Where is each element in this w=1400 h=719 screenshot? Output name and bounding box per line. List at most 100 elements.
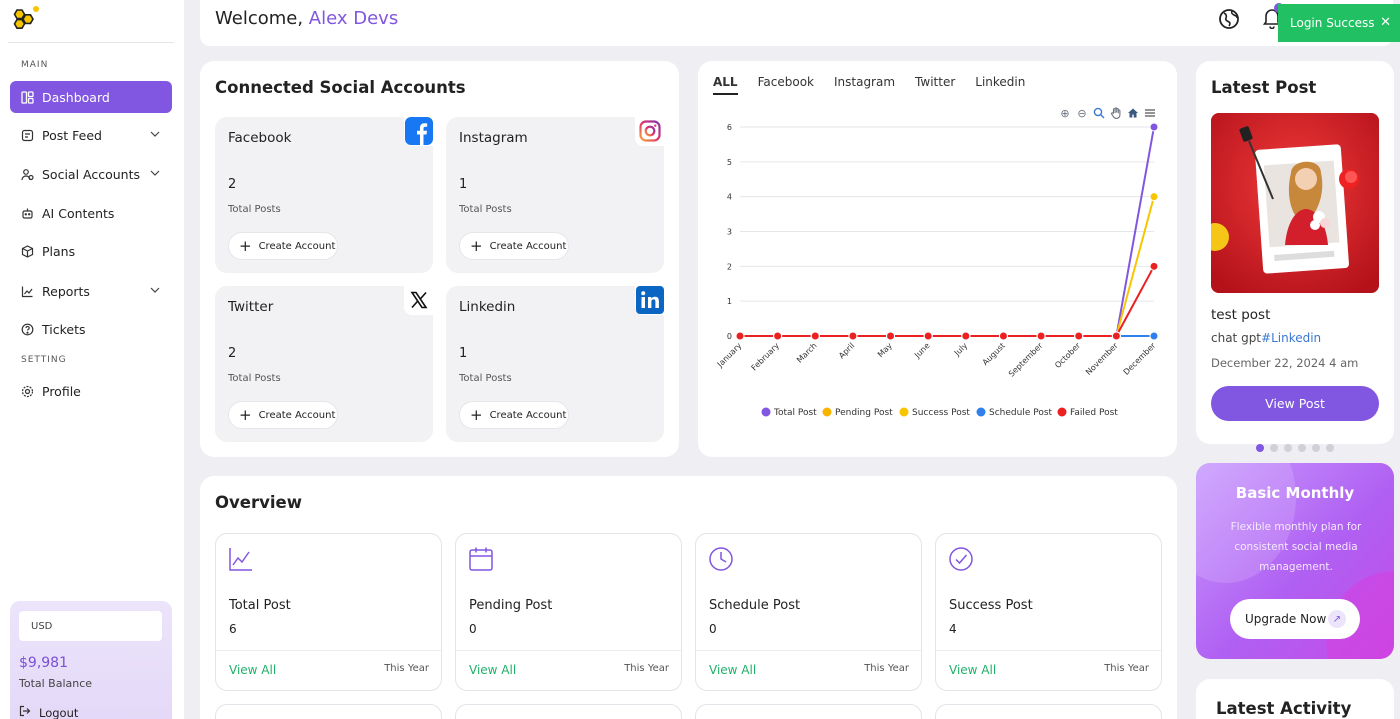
sidebar-item-label: Reports (42, 283, 90, 299)
tab-all[interactable]: ALL (713, 75, 738, 95)
tab-linkedin[interactable]: Linkedin (975, 75, 1026, 89)
divider (696, 650, 921, 651)
account-post-label: Total Posts (228, 204, 281, 215)
overview-card-total-post: Total Post 6 View All This Year (215, 533, 442, 691)
data-point (998, 331, 1008, 341)
currency-select[interactable]: USD (19, 611, 162, 641)
close-icon[interactable]: ✕ (1380, 15, 1391, 30)
legend-label: Schedule Post (989, 408, 1053, 418)
overview-item-value: 6 (229, 622, 237, 636)
arrow-up-right-icon: ↗ (1328, 610, 1346, 628)
help-icon (20, 322, 34, 336)
sidebar-item-post-feed[interactable]: Post Feed (10, 119, 172, 151)
post-date: December 22, 2024 4 am (1211, 356, 1359, 370)
magnify-icon[interactable] (1092, 106, 1106, 120)
chart-toolbar: ⊕ ⊖ (1058, 106, 1157, 120)
sidebar-item-dashboard[interactable]: Dashboard (10, 81, 172, 113)
overview-item-value: 0 (469, 622, 477, 636)
sidebar-item-ai-contents[interactable]: AI Contents (10, 197, 172, 229)
post-hashtag[interactable]: #Linkedin (1261, 331, 1322, 345)
menu-icon[interactable] (1143, 106, 1157, 120)
overview-card-schedule-post: Schedule Post 0 View All This Year (695, 533, 922, 691)
y-tick-label: 1 (727, 297, 732, 306)
zoom-in-icon[interactable]: ⊕ (1060, 106, 1070, 120)
x-tick-label: March (795, 341, 819, 365)
latest-post-title: Latest Post (1211, 78, 1317, 97)
plus-icon: + (470, 406, 483, 424)
robot-icon (20, 206, 34, 220)
plus-icon: + (470, 237, 483, 255)
account-post-count: 2 (228, 177, 237, 192)
create-account-button[interactable]: + Create Account (459, 232, 569, 260)
overview-item-title: Success Post (949, 598, 1033, 613)
logo-icon[interactable] (8, 4, 40, 36)
legend-label: Total Post (773, 408, 817, 418)
sidebar-item-label: Social Accounts (42, 166, 141, 182)
logout-button[interactable]: Logout (19, 705, 78, 719)
carousel-dot[interactable] (1270, 444, 1278, 452)
legend-label: Pending Post (835, 408, 893, 418)
overview-card-success-post: Success Post 4 View All This Year (935, 533, 1162, 691)
account-post-count: 1 (459, 346, 468, 361)
upgrade-now-button[interactable]: Upgrade Now ↗ (1230, 599, 1360, 639)
view-post-button[interactable]: View Post (1211, 386, 1379, 421)
overview-period: This Year (864, 663, 909, 674)
legend-marker (761, 407, 771, 417)
logout-label: Logout (39, 705, 79, 719)
pan-hand-icon[interactable] (1109, 106, 1123, 120)
tab-twitter[interactable]: Twitter (915, 75, 956, 89)
overview-item-title: Total Post (229, 598, 291, 613)
create-account-button[interactable]: + Create Account (228, 401, 338, 429)
sidebar-item-plans[interactable]: Plans (10, 235, 172, 267)
line-chart-icon (229, 548, 252, 571)
data-point (1149, 331, 1159, 341)
view-all-link[interactable]: View All (229, 663, 277, 677)
tab-instagram[interactable]: Instagram (833, 75, 896, 89)
divider (936, 650, 1161, 651)
sidebar-item-social-accounts[interactable]: Social Accounts (10, 158, 172, 190)
welcome-text: Welcome, (215, 8, 304, 29)
sidebar-item-reports[interactable]: Reports (10, 275, 172, 307)
plus-icon: + (239, 406, 252, 424)
x-tick-label: February (750, 341, 782, 373)
create-account-label: Create Account (489, 240, 567, 252)
clock-icon (709, 547, 733, 571)
users-icon (20, 167, 34, 181)
data-point (848, 331, 858, 341)
section-label-setting: SETTING (21, 355, 67, 365)
overview-card-next (215, 704, 442, 719)
create-account-button[interactable]: + Create Account (228, 232, 338, 260)
carousel-dot[interactable] (1326, 444, 1334, 452)
sidebar-item-tickets[interactable]: Tickets (10, 313, 172, 345)
view-all-link[interactable]: View All (709, 663, 757, 677)
x-tick-label: May (876, 341, 894, 359)
create-account-label: Create Account (258, 240, 336, 252)
y-tick-label: 0 (727, 332, 732, 341)
sidebar-item-label: AI Contents (42, 205, 115, 221)
sidebar-item-profile[interactable]: Profile (10, 375, 172, 407)
carousel-dot[interactable] (1284, 444, 1292, 452)
tab-facebook[interactable]: Facebook (757, 75, 814, 89)
data-point (886, 331, 896, 341)
latest-post-card: Latest Post test post chat gpt#Linkedin … (1196, 61, 1394, 444)
data-point (1149, 192, 1159, 202)
data-point (773, 331, 783, 341)
overview-card-next (695, 704, 922, 719)
user-name: Alex Devs (308, 8, 399, 29)
data-point (1074, 331, 1084, 341)
view-all-link[interactable]: View All (949, 663, 997, 677)
create-account-button[interactable]: + Create Account (459, 401, 569, 429)
carousel-dot[interactable] (1312, 444, 1320, 452)
connected-accounts-card: Connected Social Accounts Facebook 2 Tot… (200, 61, 679, 457)
globe-icon[interactable] (1218, 8, 1240, 30)
home-icon[interactable] (1126, 106, 1140, 120)
data-point (1149, 261, 1159, 271)
zoom-out-icon[interactable]: ⊖ (1077, 106, 1087, 120)
post-image[interactable] (1211, 113, 1379, 293)
view-all-link[interactable]: View All (469, 663, 517, 677)
y-tick-label: 4 (727, 193, 732, 202)
carousel-dot[interactable] (1298, 444, 1306, 452)
chevron-down-icon (150, 170, 160, 176)
post-title: test post (1211, 307, 1271, 323)
carousel-dot[interactable] (1256, 444, 1264, 452)
